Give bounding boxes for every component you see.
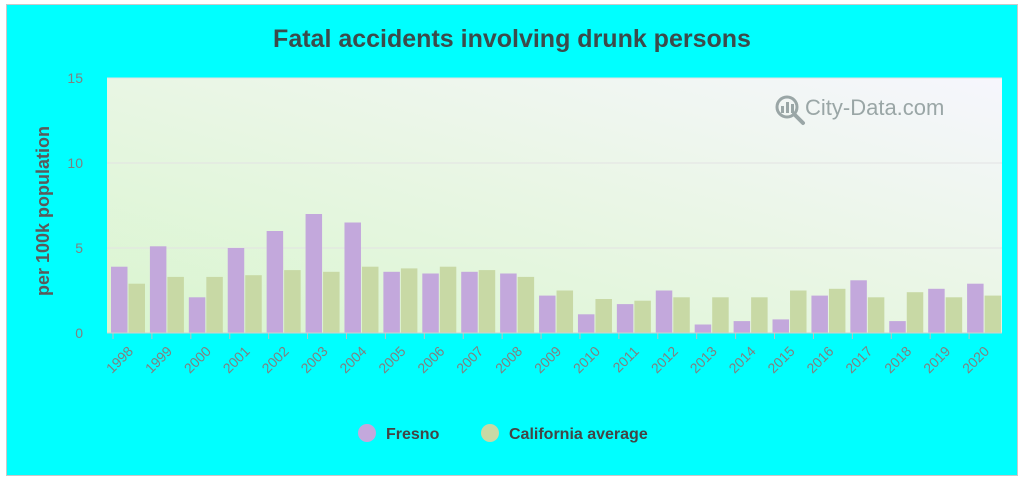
y-axis-label: per 100k population bbox=[33, 126, 53, 296]
bars bbox=[111, 214, 1002, 334]
bar-california-average[interactable] bbox=[906, 292, 924, 333]
bar-california-average[interactable] bbox=[945, 297, 963, 333]
x-tick-label: 2019 bbox=[920, 343, 953, 376]
bar-california-average[interactable] bbox=[828, 288, 846, 333]
bar-fresno[interactable] bbox=[422, 273, 439, 334]
bar-fresno[interactable] bbox=[344, 222, 361, 334]
grid-lines bbox=[107, 77, 1002, 249]
bar-california-average[interactable] bbox=[790, 290, 807, 334]
bar-fresno[interactable] bbox=[772, 319, 790, 333]
x-tick-label: 2018 bbox=[881, 343, 914, 376]
bar-fresno[interactable] bbox=[383, 271, 400, 333]
x-tick-label: 2006 bbox=[414, 343, 447, 376]
x-tick-labels: 1998 1999 2000 2001 2002 2003 2004 2005 2006 2007… bbox=[103, 333, 992, 376]
x-tick-label: 2007 bbox=[453, 343, 486, 376]
bar-fresno[interactable] bbox=[850, 280, 867, 333]
x-tick-label: 2017 bbox=[842, 343, 875, 376]
x-tick-label: 2001 bbox=[220, 343, 253, 376]
bar-california-average[interactable] bbox=[984, 295, 1002, 333]
bar-fresno[interactable] bbox=[616, 304, 634, 333]
bar-fresno[interactable] bbox=[694, 324, 712, 334]
bar-california-average[interactable] bbox=[167, 276, 184, 333]
x-tick-label: 2009 bbox=[531, 343, 564, 376]
bar-california-average[interactable] bbox=[439, 266, 457, 333]
bar-fresno[interactable] bbox=[811, 295, 828, 333]
x-tick-label: 2008 bbox=[492, 343, 525, 376]
bar-california-average[interactable] bbox=[128, 283, 146, 333]
x-tick-label: 2000 bbox=[181, 343, 214, 376]
x-tick-label: 2004 bbox=[336, 343, 369, 376]
x-tick-label: 2014 bbox=[725, 343, 758, 376]
x-tick-label: 2011 bbox=[609, 343, 642, 376]
bar-california-average[interactable] bbox=[284, 270, 301, 333]
legend-swatch bbox=[358, 424, 376, 442]
bar-california-average[interactable] bbox=[751, 297, 768, 333]
x-tick-label: 2003 bbox=[297, 343, 330, 376]
y-tick-label: 0 bbox=[75, 325, 83, 341]
chart-title: Fatal accidents involving drunk persons bbox=[273, 25, 751, 53]
legend: Fresno California average bbox=[358, 424, 648, 443]
x-tick-label: 2015 bbox=[764, 343, 797, 376]
bar-california-average[interactable] bbox=[556, 290, 574, 334]
bar-fresno[interactable] bbox=[539, 295, 556, 333]
bar-california-average[interactable] bbox=[673, 297, 690, 333]
bar-fresno[interactable] bbox=[889, 321, 906, 333]
bar-fresno[interactable] bbox=[266, 231, 284, 333]
bar-california-average[interactable] bbox=[634, 300, 651, 333]
x-tick-label: 2010 bbox=[570, 343, 603, 376]
x-tick-label: 2016 bbox=[803, 343, 836, 376]
bar-california-average[interactable] bbox=[478, 270, 496, 333]
x-tick-label: 1998 bbox=[103, 343, 136, 376]
y-tick-label: 15 bbox=[67, 70, 83, 86]
chart-frame: Fatal accidents involving drunk persons … bbox=[6, 4, 1018, 476]
bar-fresno[interactable] bbox=[188, 297, 206, 333]
magnifier-chart-icon bbox=[775, 95, 805, 125]
y-tick-label: 10 bbox=[67, 155, 83, 171]
bar-california-average[interactable] bbox=[323, 271, 340, 333]
bar-california-average[interactable] bbox=[206, 276, 223, 333]
bar-fresno[interactable] bbox=[733, 321, 751, 333]
bar-fresno[interactable] bbox=[149, 246, 167, 333]
chart-svg: Fatal accidents involving drunk persons … bbox=[33, 25, 1002, 443]
x-tick-label: 2013 bbox=[687, 343, 720, 376]
bar-california-average[interactable] bbox=[867, 297, 885, 333]
bar-fresno[interactable] bbox=[967, 283, 984, 333]
legend-label: Fresno bbox=[386, 426, 440, 443]
y-tick-labels: 0 5 10 15 bbox=[67, 70, 83, 341]
bar-fresno[interactable] bbox=[577, 314, 595, 333]
bar-fresno[interactable] bbox=[655, 290, 673, 334]
y-tick-label: 5 bbox=[75, 240, 83, 256]
bar-fresno[interactable] bbox=[500, 273, 517, 334]
legend-swatch bbox=[481, 424, 499, 442]
watermark: City-Data.com bbox=[775, 95, 944, 125]
bar-california-average[interactable] bbox=[245, 275, 262, 333]
x-tick-label: 2002 bbox=[259, 343, 292, 376]
x-tick-label: 2005 bbox=[375, 343, 408, 376]
legend-label: California average bbox=[509, 426, 648, 443]
bar-fresno[interactable] bbox=[461, 271, 478, 333]
x-tick-label: 2012 bbox=[648, 343, 681, 376]
bar-fresno[interactable] bbox=[111, 266, 128, 333]
watermark-text: City-Data.com bbox=[805, 95, 944, 120]
x-tick-label: 2020 bbox=[959, 343, 992, 376]
bar-fresno[interactable] bbox=[305, 214, 323, 333]
bar-california-average[interactable] bbox=[595, 299, 612, 333]
bar-california-average[interactable] bbox=[517, 276, 535, 333]
bar-california-average[interactable] bbox=[400, 268, 418, 333]
bar-fresno[interactable] bbox=[227, 248, 245, 333]
x-tick-label: 1999 bbox=[142, 343, 175, 376]
bar-fresno[interactable] bbox=[928, 288, 945, 333]
bar-california-average[interactable] bbox=[712, 297, 729, 333]
bar-california-average[interactable] bbox=[361, 266, 379, 333]
